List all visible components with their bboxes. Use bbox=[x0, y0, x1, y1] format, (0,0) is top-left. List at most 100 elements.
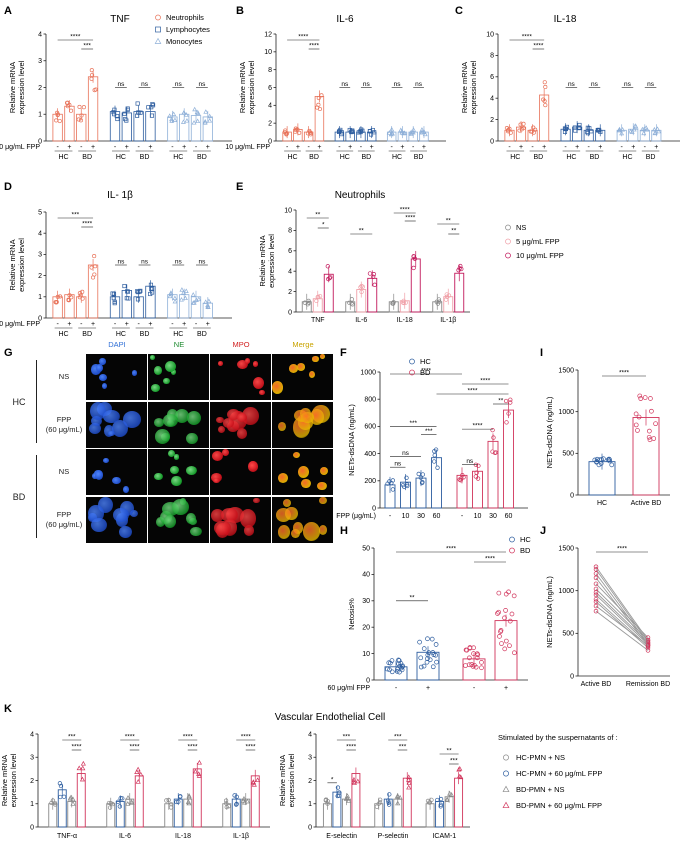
chartK1-point bbox=[117, 804, 122, 809]
chartK1-point bbox=[174, 799, 179, 805]
cell-spot bbox=[170, 466, 179, 475]
cell-spot bbox=[123, 486, 129, 493]
chartB-y-tick-label: 4 bbox=[268, 103, 272, 110]
chartA-sig-label: ns bbox=[175, 81, 183, 88]
chartB-sig-label: ns bbox=[341, 81, 349, 88]
cell-spot bbox=[301, 478, 311, 489]
cell-spot bbox=[190, 526, 202, 537]
chartD-point bbox=[172, 298, 178, 304]
chartC-group-label: BD bbox=[646, 154, 656, 161]
chartD-fpp-sign: - bbox=[80, 321, 83, 328]
chartD-sig-label: **** bbox=[82, 221, 93, 228]
chartF-point bbox=[433, 447, 439, 452]
chartD-point bbox=[148, 291, 153, 297]
panel-g-row-label: FPP bbox=[56, 414, 72, 424]
chartB-fpp-sign: - bbox=[286, 144, 289, 151]
chartI-point bbox=[638, 396, 644, 401]
chartC-fpp-sign: - bbox=[531, 144, 534, 151]
chartC-point bbox=[577, 122, 582, 128]
chartC-point bbox=[633, 124, 639, 129]
chartB-point bbox=[316, 102, 321, 107]
chartE-point bbox=[349, 301, 354, 306]
cell-spot bbox=[91, 415, 103, 427]
chartE-x-tick-label: IL-6 bbox=[355, 317, 367, 324]
cell-spot bbox=[285, 507, 298, 521]
chartH-point bbox=[503, 591, 509, 597]
chartA-point bbox=[115, 114, 120, 119]
chartK1-point bbox=[79, 776, 86, 782]
chartH-point bbox=[418, 655, 424, 661]
cell-spot bbox=[88, 422, 101, 434]
chartA-fpp-sign: + bbox=[182, 144, 186, 151]
chartA-fpp-sign: - bbox=[195, 144, 198, 151]
chartK2-sig-label: *** bbox=[450, 758, 458, 765]
cell-spot bbox=[294, 410, 307, 422]
chartC-group-label: BD bbox=[590, 154, 600, 161]
cell-spot bbox=[298, 466, 309, 479]
chartC-point bbox=[656, 128, 662, 134]
chartF-sig-label: ns bbox=[394, 461, 402, 468]
chartD-point bbox=[92, 254, 97, 259]
chartA-point bbox=[81, 105, 86, 110]
chartH-point bbox=[471, 645, 476, 651]
chartK2-point bbox=[448, 792, 455, 797]
chartH-point bbox=[479, 665, 484, 671]
chartI-point bbox=[642, 395, 648, 400]
chartI-point bbox=[609, 462, 615, 468]
chartE-sig-label: ** bbox=[315, 212, 321, 219]
chartF-y-tick-label: 600 bbox=[364, 424, 376, 431]
cell-spot bbox=[165, 360, 177, 372]
cell-spot bbox=[173, 454, 180, 460]
chartK2-sig-label: **** bbox=[346, 744, 357, 751]
chartB-point bbox=[297, 130, 302, 135]
chartB-point bbox=[388, 131, 394, 137]
chartK1-point bbox=[53, 802, 58, 807]
chartA-point bbox=[124, 118, 129, 123]
chartB-group-label: HC bbox=[392, 154, 402, 161]
chartC-group-label: BD bbox=[534, 154, 544, 161]
chartI-sig-label: **** bbox=[619, 370, 630, 377]
chartF-point bbox=[503, 398, 509, 404]
chartB-group-label: BD bbox=[309, 154, 319, 161]
panel-e-label: E bbox=[236, 181, 243, 193]
panel-g-label: G bbox=[4, 347, 13, 359]
panel-e-title: Neutrophils bbox=[335, 190, 386, 201]
micrograph-tile bbox=[272, 401, 333, 448]
chartJ-y-tick-label: 1000 bbox=[558, 588, 574, 595]
chartH-point bbox=[474, 651, 480, 657]
chartC-fpp-sign: + bbox=[631, 144, 635, 151]
chartE-y-tick-label: 6 bbox=[288, 248, 292, 255]
chartK1-point bbox=[234, 802, 239, 807]
chartE-point bbox=[367, 271, 373, 276]
chartK1-point bbox=[135, 778, 141, 784]
cell-spot bbox=[247, 460, 259, 472]
chartK1-point bbox=[226, 804, 231, 809]
chartE-y-label-1: Relative mRNA bbox=[258, 235, 267, 286]
cell-spot bbox=[186, 433, 198, 445]
cell-spot bbox=[237, 412, 248, 423]
chartA-sig-label: ns bbox=[117, 81, 125, 88]
chartA-point bbox=[112, 107, 117, 112]
chartE-point bbox=[390, 300, 396, 306]
chartC-point bbox=[521, 126, 526, 131]
chartB-point bbox=[399, 130, 405, 135]
chartF-sig-label: *** bbox=[409, 420, 417, 427]
chartH-point bbox=[425, 636, 430, 642]
chartA-point bbox=[76, 117, 81, 122]
cell-spot bbox=[103, 409, 121, 424]
chartD-sig-label: ns bbox=[141, 259, 149, 266]
chartK1-point bbox=[129, 800, 135, 805]
chartI-point bbox=[606, 456, 612, 462]
chartD-fpp-label: 10 μg/mL FPP bbox=[0, 321, 40, 328]
cell-spot bbox=[320, 467, 328, 476]
chartD-group-label: HC bbox=[173, 331, 183, 338]
micrograph-tile bbox=[272, 354, 333, 400]
cell-spot bbox=[214, 520, 231, 536]
cell-spot bbox=[186, 466, 198, 476]
chartH-point bbox=[389, 669, 395, 675]
chartK1-point bbox=[120, 796, 125, 801]
chartH-y-tick-label: 30 bbox=[362, 598, 370, 605]
chartB-y-label-1: Relative mRNA bbox=[238, 62, 247, 113]
cell-spot bbox=[310, 409, 325, 426]
chartA-fpp-sign: - bbox=[114, 144, 117, 151]
